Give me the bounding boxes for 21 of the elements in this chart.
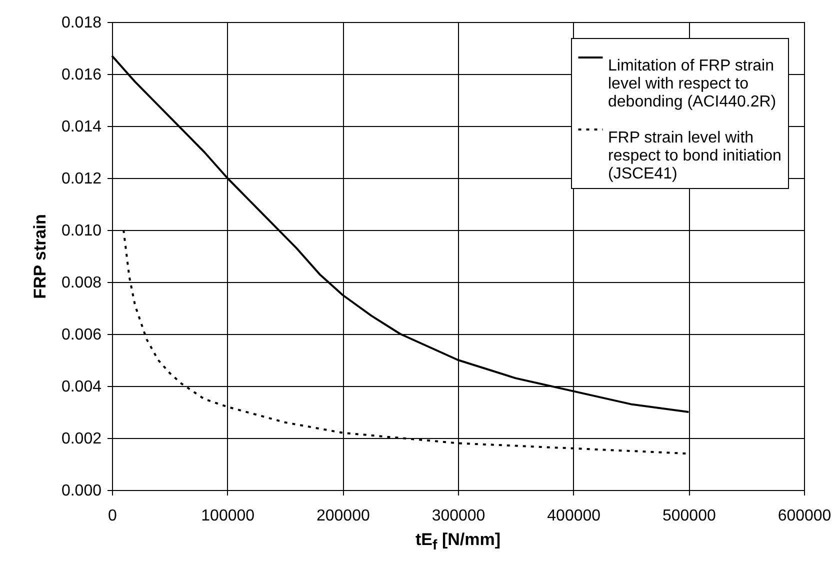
x-tick-label: 300000 [432, 508, 486, 524]
y-tick-label: 0.008 [61, 274, 102, 292]
y-tick-label: 0.010 [61, 222, 102, 240]
x-tick-label: 200000 [316, 508, 370, 524]
x-tick-label: 100000 [201, 508, 255, 524]
y-tick-label: 0.018 [61, 14, 102, 32]
x-tick-label: 0 [108, 508, 118, 524]
x-tick-label: 600000 [778, 508, 832, 524]
legend-label: FRP strain level with respect to bond initiation (JSCE41) [608, 130, 782, 182]
y-tick-label: 0.006 [61, 326, 102, 344]
y-axis-title: FRP strain [30, 214, 50, 299]
x-axis-title: tE$_{f}$ [N/mm] [414, 530, 502, 554]
y-tick-label: 0.014 [61, 118, 102, 136]
y-tick-label: 0.004 [61, 378, 102, 396]
x-tick-label: 500000 [662, 508, 716, 524]
y-tick-label: 0.012 [61, 170, 102, 188]
legend-label: Limitation of FRP strain level with respect to debonding (ACI440.2R) [608, 58, 776, 110]
y-tick-label: 0.016 [61, 66, 102, 84]
x-tick-label: 400000 [547, 508, 601, 524]
y-tick-label: 0.002 [61, 430, 102, 448]
y-tick-label: 0.000 [61, 482, 102, 500]
